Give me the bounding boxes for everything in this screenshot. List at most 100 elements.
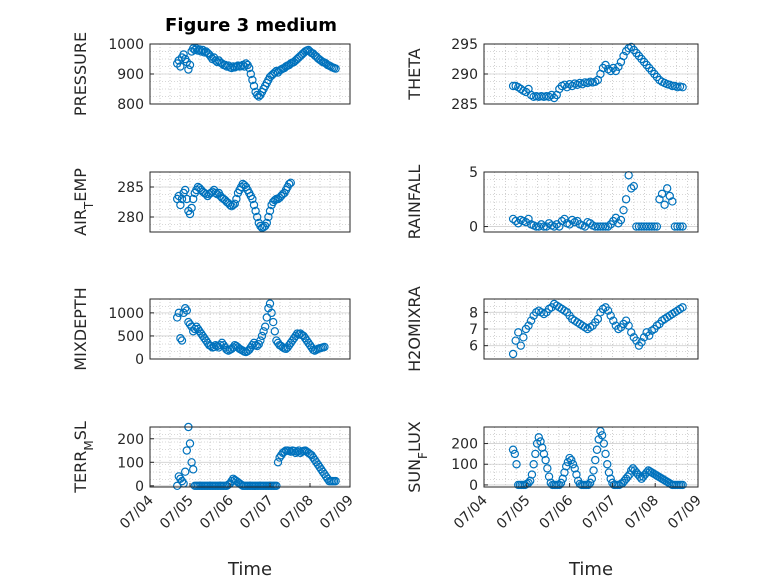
data-point (560, 80, 569, 90)
data-point (225, 200, 235, 210)
data-point (637, 338, 646, 347)
y-axis-label-main: MIXDEPTH (71, 287, 90, 370)
data-point (182, 446, 191, 455)
data-point (187, 203, 196, 213)
data-point (601, 449, 610, 459)
y-tick-label: 0 (469, 478, 478, 494)
data-point (599, 439, 609, 448)
data-point (662, 184, 672, 193)
chart-panel-1: 800 900 1000 PRESSURE (71, 32, 351, 116)
y-tick-label: 0 (135, 479, 144, 495)
data-point (645, 331, 654, 340)
x-tick-label: 07/06 (537, 492, 577, 532)
data-point (176, 334, 185, 343)
y-axis-label: THETA (405, 48, 424, 100)
data-point (570, 464, 579, 473)
x-tick-label: 07/06 (197, 492, 237, 532)
data-point (611, 66, 621, 76)
y-tick-label: 6 (469, 339, 478, 355)
y-tick-label: 200 (451, 437, 478, 453)
y-tick-label: 295 (451, 37, 478, 53)
data-point (616, 215, 626, 225)
axes-frame (149, 298, 351, 360)
data-point (182, 306, 191, 315)
data-point (286, 447, 295, 456)
data-point (331, 476, 340, 486)
data-point (236, 61, 246, 71)
data-point (180, 185, 190, 195)
data-point (560, 468, 569, 477)
data-point (174, 308, 183, 318)
data-point (267, 308, 276, 318)
data-point (248, 194, 257, 204)
data-point (675, 222, 685, 231)
data-point (526, 476, 535, 485)
data-point (188, 44, 198, 53)
data-point (603, 460, 612, 469)
data-point (508, 349, 518, 359)
data-point (660, 200, 669, 209)
data-point (623, 472, 633, 481)
data-point (249, 81, 259, 91)
data-point (621, 195, 631, 204)
data-point (603, 64, 613, 74)
data-point (541, 455, 550, 465)
data-point (265, 206, 275, 216)
axes-frame (149, 171, 351, 233)
data-point (544, 472, 554, 481)
data-point (176, 200, 185, 210)
data-point (177, 476, 187, 486)
data-point (673, 222, 682, 231)
data-point (294, 330, 303, 339)
data-point (177, 336, 187, 345)
data-point (246, 69, 255, 79)
data-point (619, 51, 628, 61)
data-point (544, 92, 554, 102)
data-point (678, 303, 687, 312)
data-point (262, 313, 271, 322)
data-point (538, 443, 547, 452)
y-tick-label: 290 (451, 67, 478, 83)
chart-panel-8: 0 100 200 07/04 07/05 07/06 07/07 07/08 07/09 Tim… (405, 421, 705, 580)
data-point (265, 299, 275, 308)
y-tick-label: 5 (469, 165, 478, 181)
data-point (257, 331, 267, 341)
x-tick-label: 07/09 (317, 493, 357, 533)
data-point (606, 311, 615, 320)
chart-panel-6: 678 H2OMIXRA (405, 286, 699, 372)
x-tick-label: 07/07 (237, 493, 277, 533)
data-point (567, 455, 576, 465)
data-point (678, 222, 687, 231)
data-point (230, 199, 239, 208)
data-point (248, 75, 257, 85)
x-tick-label: 07/04 (451, 492, 491, 532)
data-point (601, 222, 610, 231)
data-point (527, 470, 537, 479)
data-point (286, 178, 295, 187)
data-point (185, 439, 195, 448)
data-point (601, 60, 610, 70)
data-point (253, 212, 262, 222)
y-axis-label-main: PRESSURE (71, 32, 90, 116)
figure-title: Figure 3 medium (165, 15, 337, 36)
y-axis-label-sub: T (82, 201, 96, 210)
data-point (627, 184, 636, 193)
y-axis-label-sub: F (416, 452, 430, 459)
data-point (262, 218, 271, 228)
data-point (190, 324, 199, 334)
axes-frame (483, 171, 699, 233)
data-point (188, 194, 198, 204)
y-axis-label-main: AIR (71, 209, 90, 236)
y-axis-label: H2OMIXRA (405, 286, 424, 372)
data-point (526, 90, 536, 100)
data-point (331, 64, 340, 73)
data-point (603, 306, 613, 315)
y-axis-label: MIXDEPTH (71, 287, 90, 370)
y-tick-label: 285 (117, 180, 144, 196)
data-point (524, 478, 533, 488)
x-axis-label: Time (227, 559, 272, 580)
data-point (549, 222, 559, 231)
data-point (536, 437, 545, 446)
data-point (251, 206, 260, 216)
axes-frame (483, 426, 699, 488)
